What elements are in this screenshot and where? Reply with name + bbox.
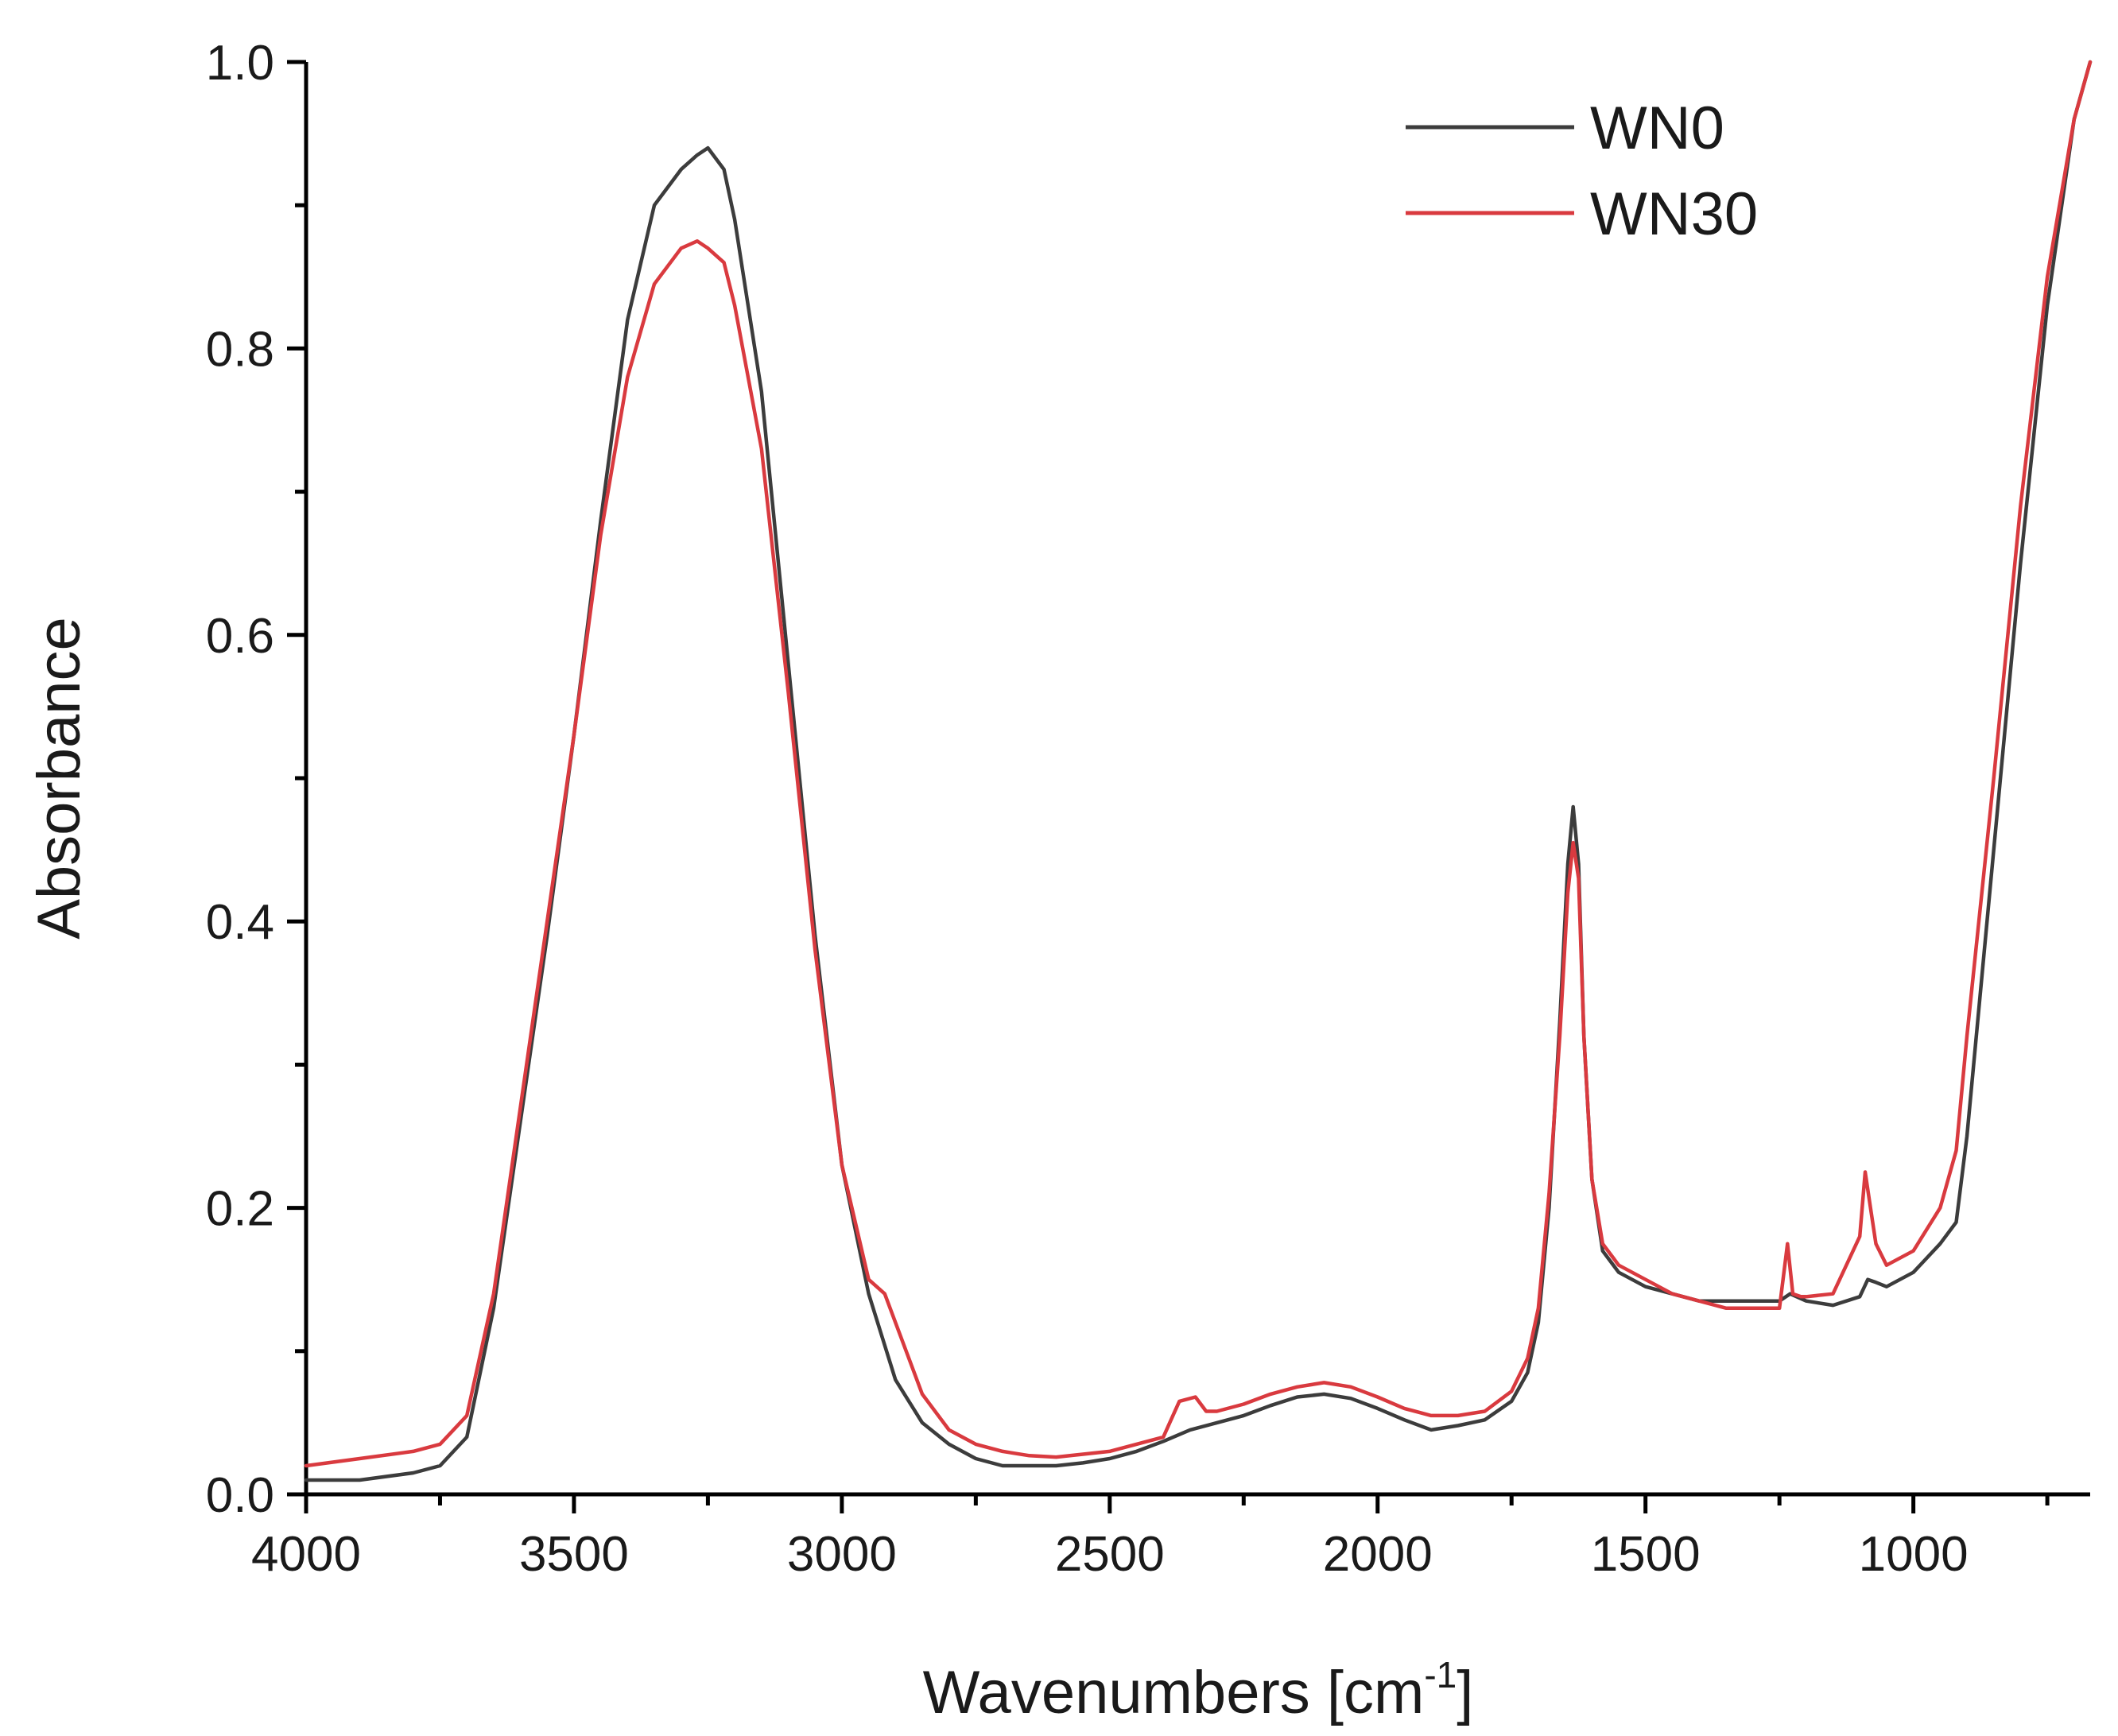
legend-label-wn0: WN0 xyxy=(1590,95,1724,162)
x-axis-title-superscript: -1 xyxy=(1424,1654,1457,1695)
x-tick-label: 4000 xyxy=(251,1527,361,1582)
x-axis-ticks: 4000 3500 3000 2500 2000 1500 1000 xyxy=(251,1494,2050,1582)
series-line-wn0 xyxy=(304,60,2093,1482)
x-tick-label: 1000 xyxy=(1859,1527,1969,1582)
x-axis-title-suffix: ] xyxy=(1457,1659,1473,1726)
x-tick-label: 2000 xyxy=(1323,1527,1433,1582)
x-tick-label: 3500 xyxy=(519,1527,629,1582)
y-tick-label: 1.0 xyxy=(206,36,274,91)
x-axis-title-main: Wavenumbers [cm xyxy=(923,1659,1425,1726)
legend-label-wn30: WN30 xyxy=(1590,180,1758,248)
series-line-wn30 xyxy=(304,60,2093,1468)
x-tick-label: 3000 xyxy=(787,1527,897,1582)
legend: WN0 WN30 xyxy=(1406,95,1758,248)
x-axis-title: Wavenumbers [cm-1] xyxy=(923,1654,1474,1726)
y-axis-title: Absorbance xyxy=(25,617,93,940)
x-tick-label: 2500 xyxy=(1055,1527,1165,1582)
y-tick-label: 0.0 xyxy=(206,1468,274,1523)
y-tick-label: 0.4 xyxy=(206,895,274,950)
x-tick-label: 1500 xyxy=(1591,1527,1701,1582)
series-lines xyxy=(304,60,2093,1482)
y-axis-ticks: 0.0 0.2 0.4 0.6 0.8 1.0 xyxy=(206,36,306,1523)
y-tick-label: 0.2 xyxy=(206,1182,274,1237)
y-tick-label: 0.8 xyxy=(206,322,274,377)
y-tick-label: 0.6 xyxy=(206,609,274,664)
